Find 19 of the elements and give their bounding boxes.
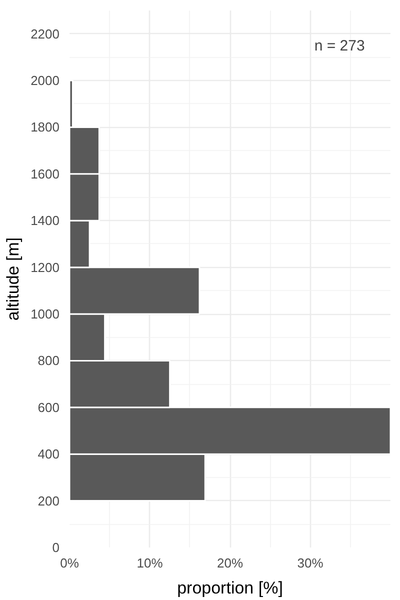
annotation: n = 273: [314, 37, 365, 54]
y-tick-label: 400: [38, 446, 60, 462]
y-tick-label: 1800: [30, 120, 60, 135]
y-tick-label: 200: [38, 493, 60, 508]
y-tick-label: 1600: [30, 166, 60, 182]
y-tick-label: 1000: [30, 306, 60, 322]
x-axis-title: proportion [%]: [177, 578, 283, 598]
y-tick-label: 2200: [30, 26, 60, 42]
x-tick-label: 20%: [216, 556, 244, 570]
y-tick-label: 800: [38, 353, 60, 368]
y-tick-label: 0: [52, 540, 60, 555]
y-tick-label: 2000: [30, 73, 60, 88]
x-tick-label: 10%: [136, 556, 164, 570]
x-tick-label: 30%: [297, 556, 324, 570]
y-tick-label: 600: [38, 400, 60, 415]
x-tick-label: 0%: [60, 556, 80, 570]
y-tick-label: 1200: [30, 260, 60, 275]
y-axis-title: altitude [m]: [4, 237, 23, 321]
y-tick-label: 1400: [30, 213, 60, 228]
